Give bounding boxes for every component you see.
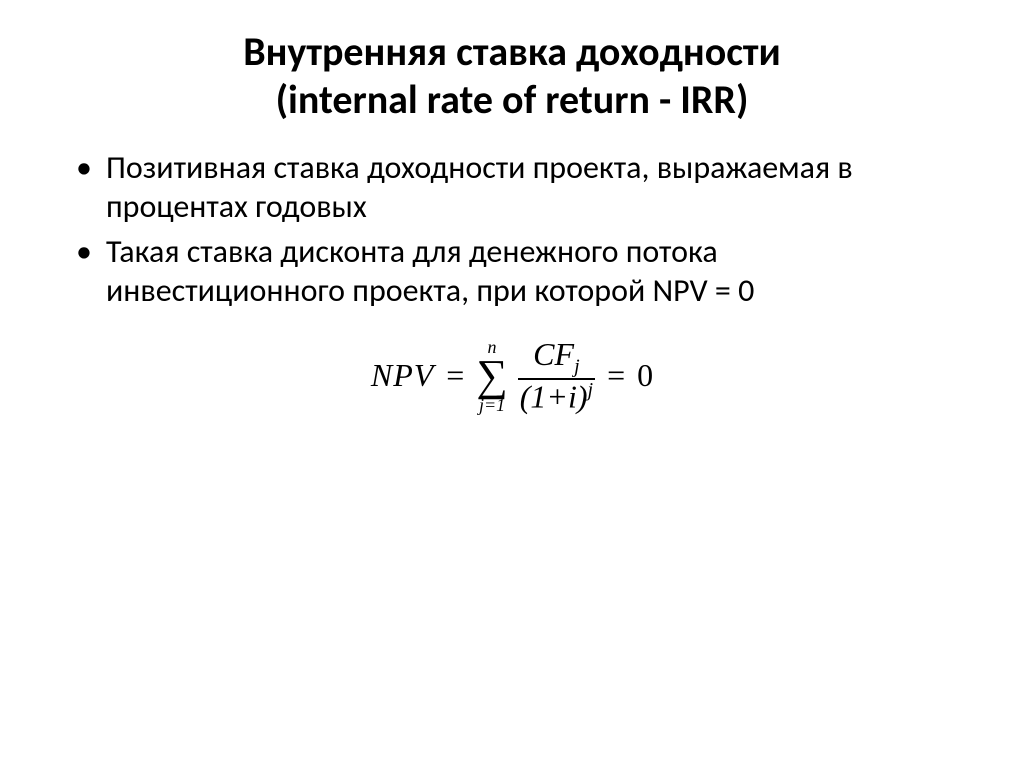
bullet-text: Такая ставка дисконта для денежного пото… — [106, 232, 754, 310]
formula-rhs-value: 0 — [637, 357, 653, 394]
denominator-superscript: j — [588, 379, 594, 401]
sigma-symbol: ∑ — [476, 356, 507, 396]
bullet-text: Позитивная ставка доходности проекта, вы… — [106, 148, 853, 226]
numerator-subscript: j — [574, 356, 580, 378]
list-item: Такая ставка дисконта для денежного пото… — [106, 232, 954, 310]
sum-lower-limit: j=1 — [479, 396, 505, 414]
title-line-1: Внутренняя ставка доходности — [243, 27, 781, 76]
title-line-2: (internal rate of return - IRR) — [276, 75, 749, 124]
equals-sign: = — [444, 357, 466, 394]
equals-sign: = — [605, 357, 627, 394]
fraction-denominator: (1+i)j — [518, 380, 595, 414]
fraction: CFj (1+i)j — [518, 338, 595, 414]
list-item: Позитивная ставка доходности проекта, вы… — [106, 148, 954, 226]
bullet-list: Позитивная ставка доходности проекта, вы… — [70, 148, 954, 310]
summation: n ∑ j=1 — [476, 338, 507, 414]
numerator-base: CF — [533, 336, 574, 372]
formula-lhs: NPV — [371, 357, 434, 394]
fraction-numerator: CFj — [531, 338, 581, 377]
equation: NPV = n ∑ j=1 CFj (1+i)j = 0 — [371, 338, 653, 414]
slide-title: Внутренняя ставка доходности (internal r… — [70, 28, 954, 124]
slide: Внутренняя ставка доходности (internal r… — [0, 0, 1024, 768]
npv-formula: NPV = n ∑ j=1 CFj (1+i)j = 0 — [70, 338, 954, 414]
denominator-base: (1+i) — [520, 378, 588, 414]
